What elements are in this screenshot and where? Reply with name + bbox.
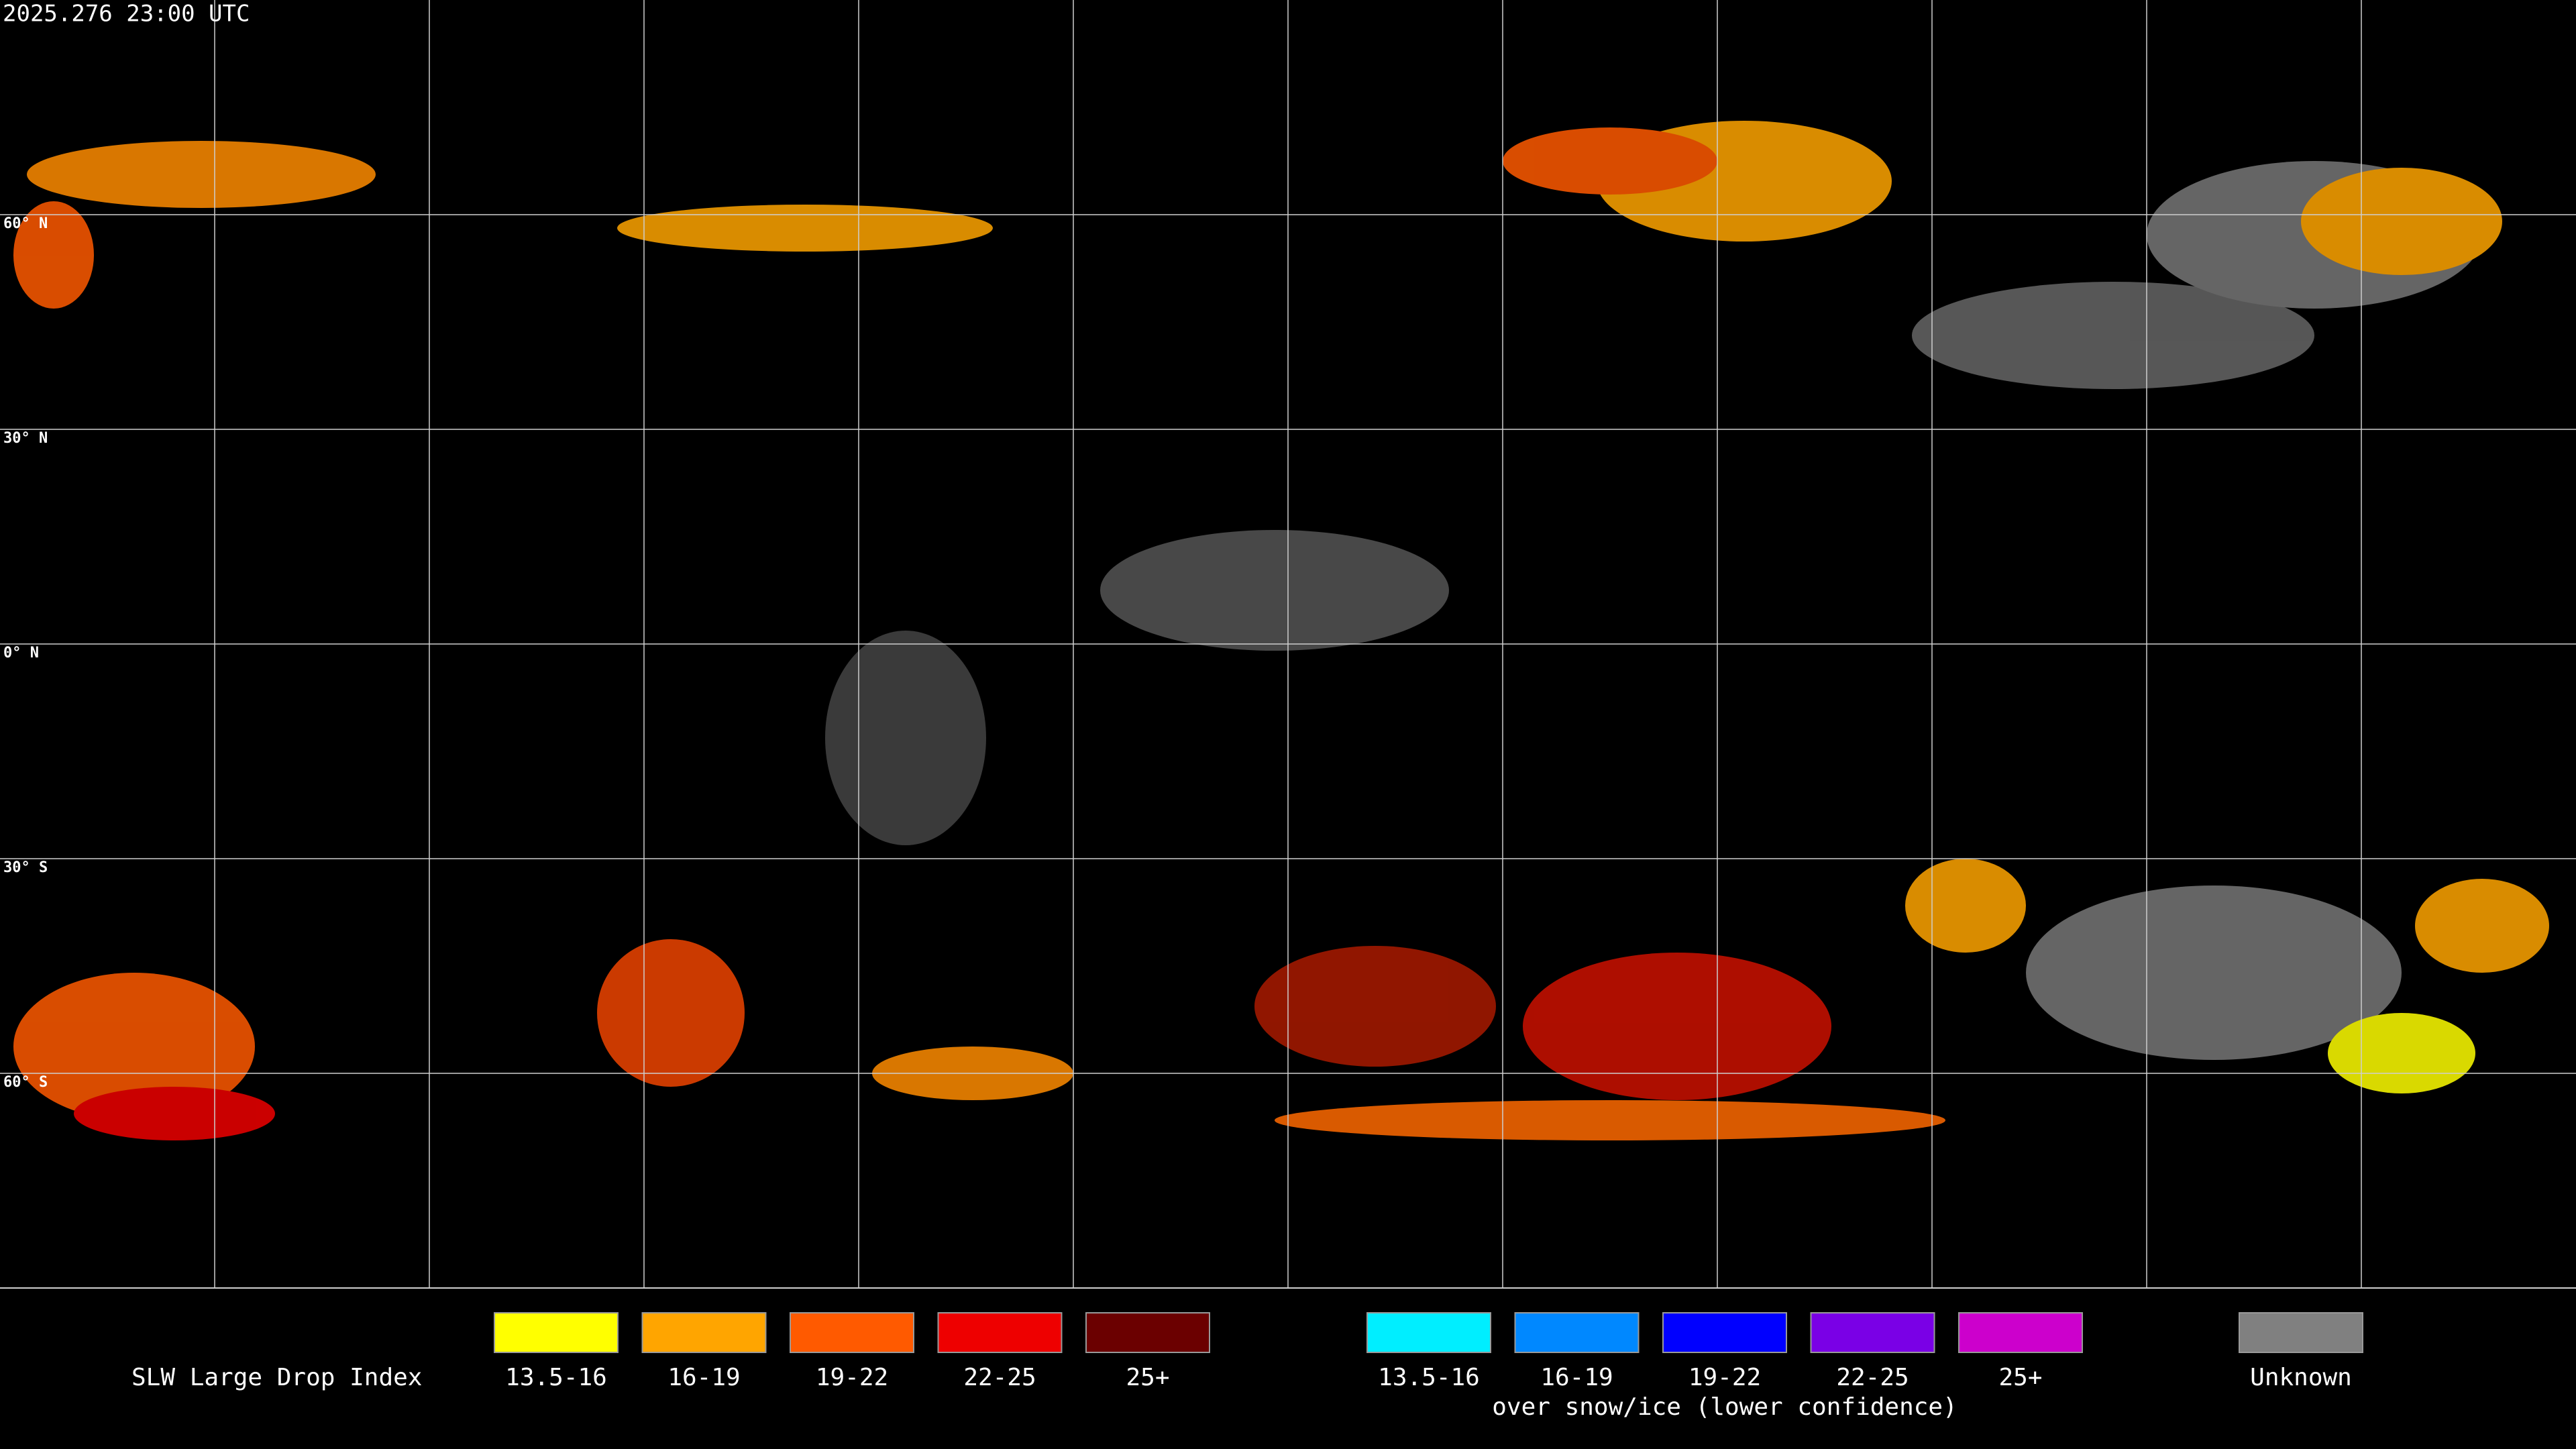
- drop-region: [1503, 127, 1717, 195]
- drop-region: [13, 973, 255, 1120]
- legend-swatch: [790, 1312, 914, 1353]
- legend-label: 13.5-16: [1378, 1364, 1480, 1391]
- legend-label: 19-22: [1688, 1364, 1761, 1391]
- legend-swatch: [641, 1312, 767, 1353]
- timestamp: 2025.276 23:00 UTC: [3, 1, 250, 28]
- unknown-region: [1100, 530, 1449, 651]
- legend-label: 25+: [1998, 1364, 2042, 1391]
- legend-label: Unknown: [2250, 1364, 2352, 1391]
- legend-swatch: [1514, 1312, 1640, 1353]
- legend-label: 16-19: [1540, 1364, 1613, 1391]
- legend-swatch: [1085, 1312, 1210, 1353]
- legend-title: SLW Large Drop Index: [131, 1364, 422, 1391]
- cloud-field: [13, 121, 2549, 1140]
- unknown-region: [825, 631, 986, 845]
- legend-label: 19-22: [816, 1364, 888, 1391]
- unknown-region: [2026, 885, 2402, 1060]
- legend-label: 25+: [1126, 1364, 1169, 1391]
- legend-swatch: [1366, 1312, 1491, 1353]
- legend-swatch: [1810, 1312, 1935, 1353]
- drop-region: [1523, 953, 1831, 1100]
- drop-region: [617, 205, 993, 252]
- drop-region: [74, 1087, 275, 1140]
- latitude-label: 0° N: [3, 645, 39, 661]
- drop-region: [2328, 1013, 2475, 1093]
- legend-label: 13.5-16: [505, 1364, 607, 1391]
- drop-region: [1275, 1100, 1945, 1140]
- drop-region: [13, 201, 94, 309]
- legend-label: 22-25: [963, 1364, 1036, 1391]
- latitude-label: 60° S: [3, 1074, 48, 1091]
- drop-region: [1254, 946, 1496, 1067]
- latitude-labels: 60° N 30° N 0° N 30° S 60° S: [3, 215, 48, 1091]
- legend-caption: over snow/ice (lower confidence): [1492, 1393, 1957, 1421]
- legend-swatch: [2239, 1312, 2363, 1353]
- legend-swatch: [1958, 1312, 2083, 1353]
- latitude-label: 30° N: [3, 430, 48, 447]
- drop-region: [2415, 879, 2549, 973]
- legend-label: 22-25: [1836, 1364, 1909, 1391]
- legend-swatch: [494, 1312, 619, 1353]
- drop-region: [2301, 168, 2502, 275]
- legend: SLW Large Drop Index 13.5-16 16-19 19-22 22…: [131, 1312, 2363, 1421]
- legend-swatch: [1662, 1312, 1787, 1353]
- graticule: [0, 0, 2576, 1288]
- drop-region: [1905, 859, 2026, 953]
- unknown-region: [1912, 282, 2314, 389]
- drop-region: [597, 939, 745, 1087]
- latitude-label: 30° S: [3, 859, 48, 876]
- legend-swatch: [937, 1312, 1063, 1353]
- drop-region: [27, 141, 376, 208]
- latitude-label: 60° N: [3, 215, 48, 232]
- legend-label: 16-19: [667, 1364, 740, 1391]
